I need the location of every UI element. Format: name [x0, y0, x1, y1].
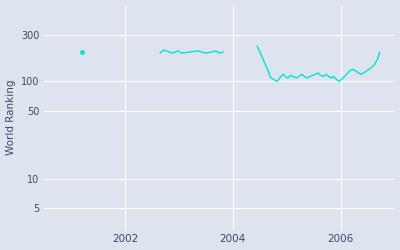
- Y-axis label: World Ranking: World Ranking: [6, 80, 16, 155]
